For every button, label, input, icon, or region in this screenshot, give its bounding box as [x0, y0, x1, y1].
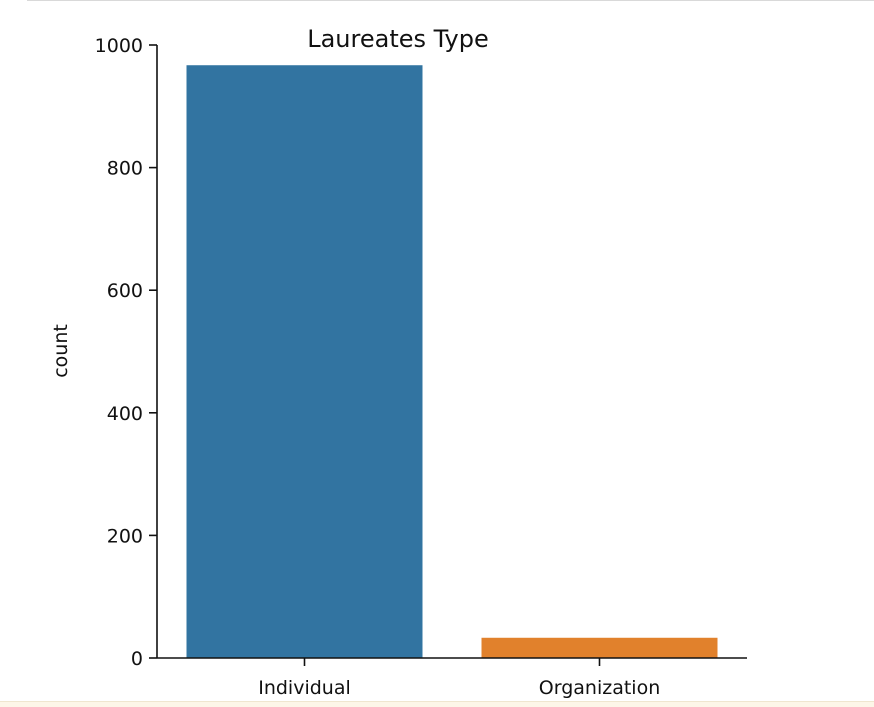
y-tick-label: 400 — [107, 403, 143, 425]
y-tick-label: 1000 — [95, 35, 143, 57]
top-divider — [27, 0, 874, 1]
bar-organization — [481, 637, 718, 658]
y-axis-ticks: 0 200 400 600 800 1000 — [95, 35, 157, 670]
y-tick-label: 600 — [107, 280, 143, 302]
x-tick-label: Organization — [539, 677, 660, 699]
bar-individual — [186, 65, 423, 658]
chart-title: Laureates Type — [307, 25, 489, 53]
x-tick-label: Individual — [258, 677, 351, 699]
y-tick-label: 0 — [131, 648, 143, 670]
bars-group — [186, 65, 718, 658]
x-axis-ticks: Individual Organization — [258, 658, 660, 699]
bottom-strip — [0, 701, 874, 707]
y-tick-label: 200 — [107, 525, 143, 547]
y-axis-label: count — [50, 324, 72, 378]
y-tick-label: 800 — [107, 158, 143, 180]
